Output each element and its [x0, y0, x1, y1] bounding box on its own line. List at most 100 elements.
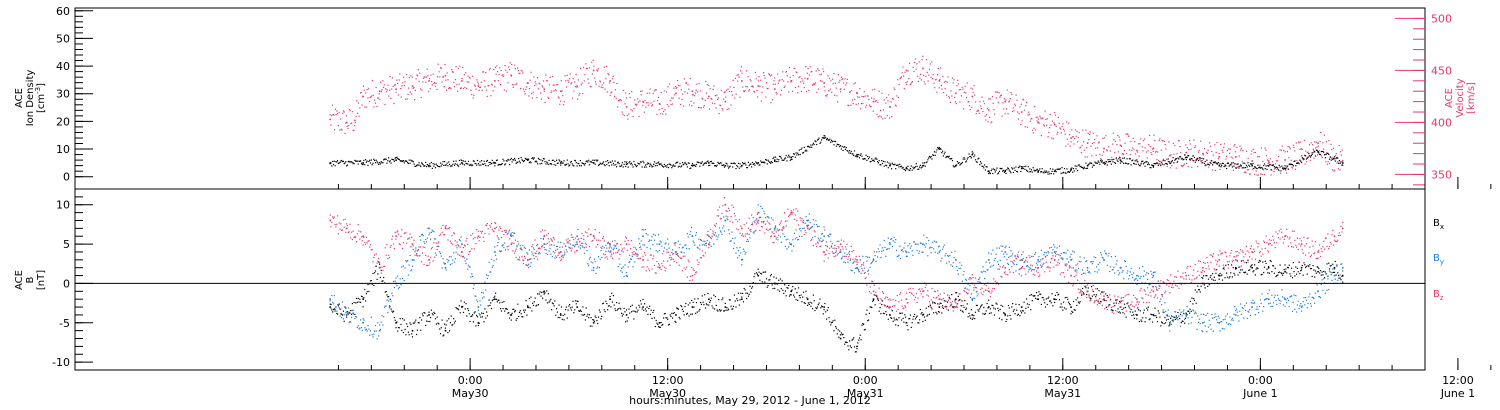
data-point [1037, 266, 1039, 269]
x-tick-time: 0:00 [853, 374, 878, 387]
data-point [362, 322, 364, 324]
data-point [1251, 306, 1253, 308]
data-point [1317, 251, 1319, 253]
tick-label-b: -5 [59, 317, 70, 330]
tick-label-velocity: 500 [1431, 12, 1452, 25]
data-point [428, 164, 430, 167]
data-point [378, 266, 381, 269]
b-axis-label: ACE B [nT] [14, 270, 47, 290]
data-point [922, 290, 924, 293]
data-point [428, 259, 430, 261]
data-point [1300, 154, 1303, 157]
data-point [378, 90, 381, 93]
data-point [938, 251, 941, 253]
data-point [345, 121, 348, 124]
data-point [592, 266, 595, 269]
data-point [1333, 235, 1336, 238]
data-point [1086, 142, 1089, 145]
data-point [1234, 266, 1237, 269]
data-point [510, 243, 513, 245]
data-point [494, 227, 496, 230]
data-point [691, 274, 694, 277]
data-point [477, 306, 480, 308]
data-point [1070, 274, 1072, 277]
data-point [559, 90, 562, 93]
data-point [609, 251, 611, 253]
data-point [757, 219, 760, 222]
data-point [806, 77, 809, 80]
data-point [1152, 164, 1155, 167]
data-point [1119, 144, 1122, 147]
data-point [1169, 154, 1171, 157]
data-point [1300, 306, 1303, 308]
data-point [938, 80, 941, 82]
data-point [510, 314, 513, 316]
x-tick-date: May30 [452, 387, 489, 400]
data-point [1152, 274, 1155, 277]
data-point [510, 74, 513, 77]
data-point [806, 298, 809, 301]
data-point [642, 306, 644, 308]
data-point [1020, 167, 1023, 170]
data-point [741, 227, 743, 230]
data-point [773, 159, 776, 161]
data-point [1004, 314, 1007, 316]
data-point [329, 306, 332, 308]
series-bz [329, 197, 1344, 315]
data-point [1333, 158, 1336, 160]
data-point [1218, 259, 1221, 261]
magnetic-field-panel [329, 197, 1344, 353]
data-point [1053, 298, 1056, 301]
tick-label-velocity: 450 [1431, 64, 1452, 77]
data-point [576, 306, 578, 308]
data-point [1136, 274, 1138, 277]
data-point [1333, 274, 1336, 277]
velocity-axis-label-line: ACE [1444, 88, 1455, 108]
data-point [675, 92, 677, 95]
data-point [1070, 137, 1072, 139]
tick-label-density: 20 [56, 115, 70, 128]
x-tick-time: 0:00 [1248, 374, 1273, 387]
data-point [461, 162, 463, 164]
data-point [691, 164, 694, 167]
data-point [1169, 322, 1171, 324]
tick-label-density: 10 [56, 143, 70, 156]
data-point [1185, 274, 1188, 277]
x-tick-date: May31 [847, 387, 884, 400]
data-point [839, 337, 842, 340]
data-point [329, 219, 332, 222]
data-point [477, 85, 480, 87]
tick-label-density: 60 [56, 5, 70, 18]
data-point [1251, 160, 1253, 162]
data-point [1136, 298, 1138, 301]
data-point [790, 156, 793, 159]
data-point [1284, 159, 1286, 161]
data-point [1284, 167, 1286, 170]
data-point [905, 251, 908, 253]
data-point [1103, 147, 1105, 150]
data-point [675, 251, 677, 253]
data-point [691, 306, 694, 308]
data-point [1037, 298, 1039, 301]
data-point [856, 153, 858, 156]
data-point [905, 167, 908, 170]
data-point [741, 80, 743, 82]
data-point [1152, 290, 1155, 293]
b-axis-label-line: [nT] [36, 270, 47, 290]
data-point [1300, 243, 1303, 245]
data-point [1284, 270, 1286, 273]
data-point [1070, 169, 1072, 171]
data-point [1053, 251, 1056, 253]
data-point [395, 322, 397, 324]
data-point [823, 82, 825, 84]
data-point [1020, 306, 1023, 308]
data-point [609, 80, 611, 82]
data-point [708, 162, 710, 164]
data-point [1185, 151, 1188, 154]
data-point [345, 314, 348, 316]
data-point [378, 329, 381, 332]
data-point [905, 69, 908, 72]
data-point [625, 163, 628, 166]
data-point [955, 306, 957, 308]
data-point [872, 290, 875, 293]
